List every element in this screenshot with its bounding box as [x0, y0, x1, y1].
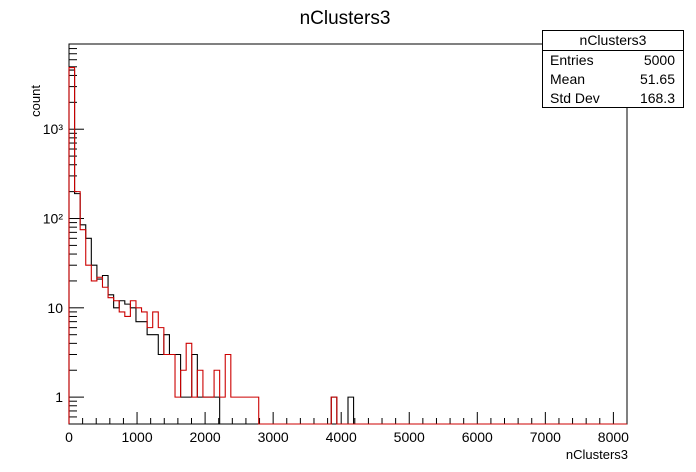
histogram-bin [86, 265, 92, 424]
histogram-bin [158, 328, 164, 424]
histogram-bin [153, 312, 159, 424]
histogram-bin [136, 308, 142, 424]
x-tick-label: 8000 [598, 429, 629, 445]
histogram-bin [80, 230, 86, 424]
stats-value: 5000 [643, 52, 675, 68]
histogram-bin [102, 287, 108, 424]
tick-labels: 0 1000 2000 3000 4000 5000 6000 7000 8000 1 10 10² 1… [43, 121, 629, 445]
histogram-bin [214, 370, 220, 424]
stats-value: 51.65 [639, 71, 675, 87]
histogram-bin [147, 328, 153, 424]
histogram-bin [209, 397, 215, 424]
histogram-bin [348, 397, 354, 424]
x-axis-title: nClusters3 [566, 447, 628, 462]
stats-row-stddev: Std Dev 168.3 [543, 89, 683, 108]
stats-label: Std Dev [550, 90, 600, 106]
histogram-bin [192, 397, 198, 424]
histogram-bin [186, 343, 192, 424]
histogram-bin [125, 316, 131, 424]
histogram-bin [130, 301, 136, 424]
x-tick-label: 7000 [530, 429, 561, 445]
histogram-bin [331, 397, 337, 424]
stats-value: 168.3 [639, 90, 675, 106]
x-tick-label: 0 [65, 429, 73, 445]
histogram-outline [68, 67, 627, 425]
y-tick-label: 10² [43, 211, 64, 227]
histogram-bin [108, 298, 114, 424]
x-tick-label: 4000 [326, 429, 357, 445]
y-tick-label: 10³ [43, 121, 64, 137]
histogram-bin [75, 192, 81, 424]
histogram-bin [114, 301, 120, 424]
y-tick-label: 1 [55, 389, 63, 405]
histogram-bin [225, 355, 231, 424]
histogram-bin [242, 397, 248, 424]
stats-row-mean: Mean 51.65 [543, 70, 683, 89]
stats-title: nClusters3 [543, 31, 683, 51]
histogram-bin [69, 68, 75, 424]
x-tick-label: 3000 [258, 429, 289, 445]
histogram-bin [248, 397, 254, 424]
histogram-bin [119, 312, 125, 424]
histogram-series [68, 67, 627, 425]
histogram-bin [231, 397, 237, 424]
x-tick-label: 2000 [190, 429, 221, 445]
histogram-series-1 [68, 67, 627, 425]
x-tick-label: 1000 [121, 429, 152, 445]
histogram-bin [169, 355, 175, 424]
y-tick-label: 10 [47, 300, 63, 316]
histogram-bin [175, 397, 181, 424]
histogram-bin [181, 370, 187, 424]
x-tick-label: 6000 [462, 429, 493, 445]
histogram-bin [253, 397, 259, 424]
histogram-bin [203, 397, 209, 424]
stats-box: nClusters3 Entries 5000 Mean 51.65 Std D… [542, 30, 684, 108]
chart-title: nClusters3 [300, 8, 391, 29]
stats-label: Mean [550, 71, 586, 87]
histogram-bin [142, 312, 148, 424]
histogram-bin [97, 277, 103, 424]
axis-ticks [68, 43, 628, 425]
histogram-bin [91, 281, 97, 424]
stats-row-entries: Entries 5000 [543, 51, 683, 70]
histogram-bin [164, 355, 170, 424]
stats-label: Entries [550, 52, 594, 68]
histogram-bin [197, 370, 203, 424]
y-axis-title: count [28, 85, 43, 117]
histogram-bin [220, 397, 226, 424]
x-tick-label: 5000 [394, 429, 425, 445]
histogram-bin [236, 397, 242, 424]
